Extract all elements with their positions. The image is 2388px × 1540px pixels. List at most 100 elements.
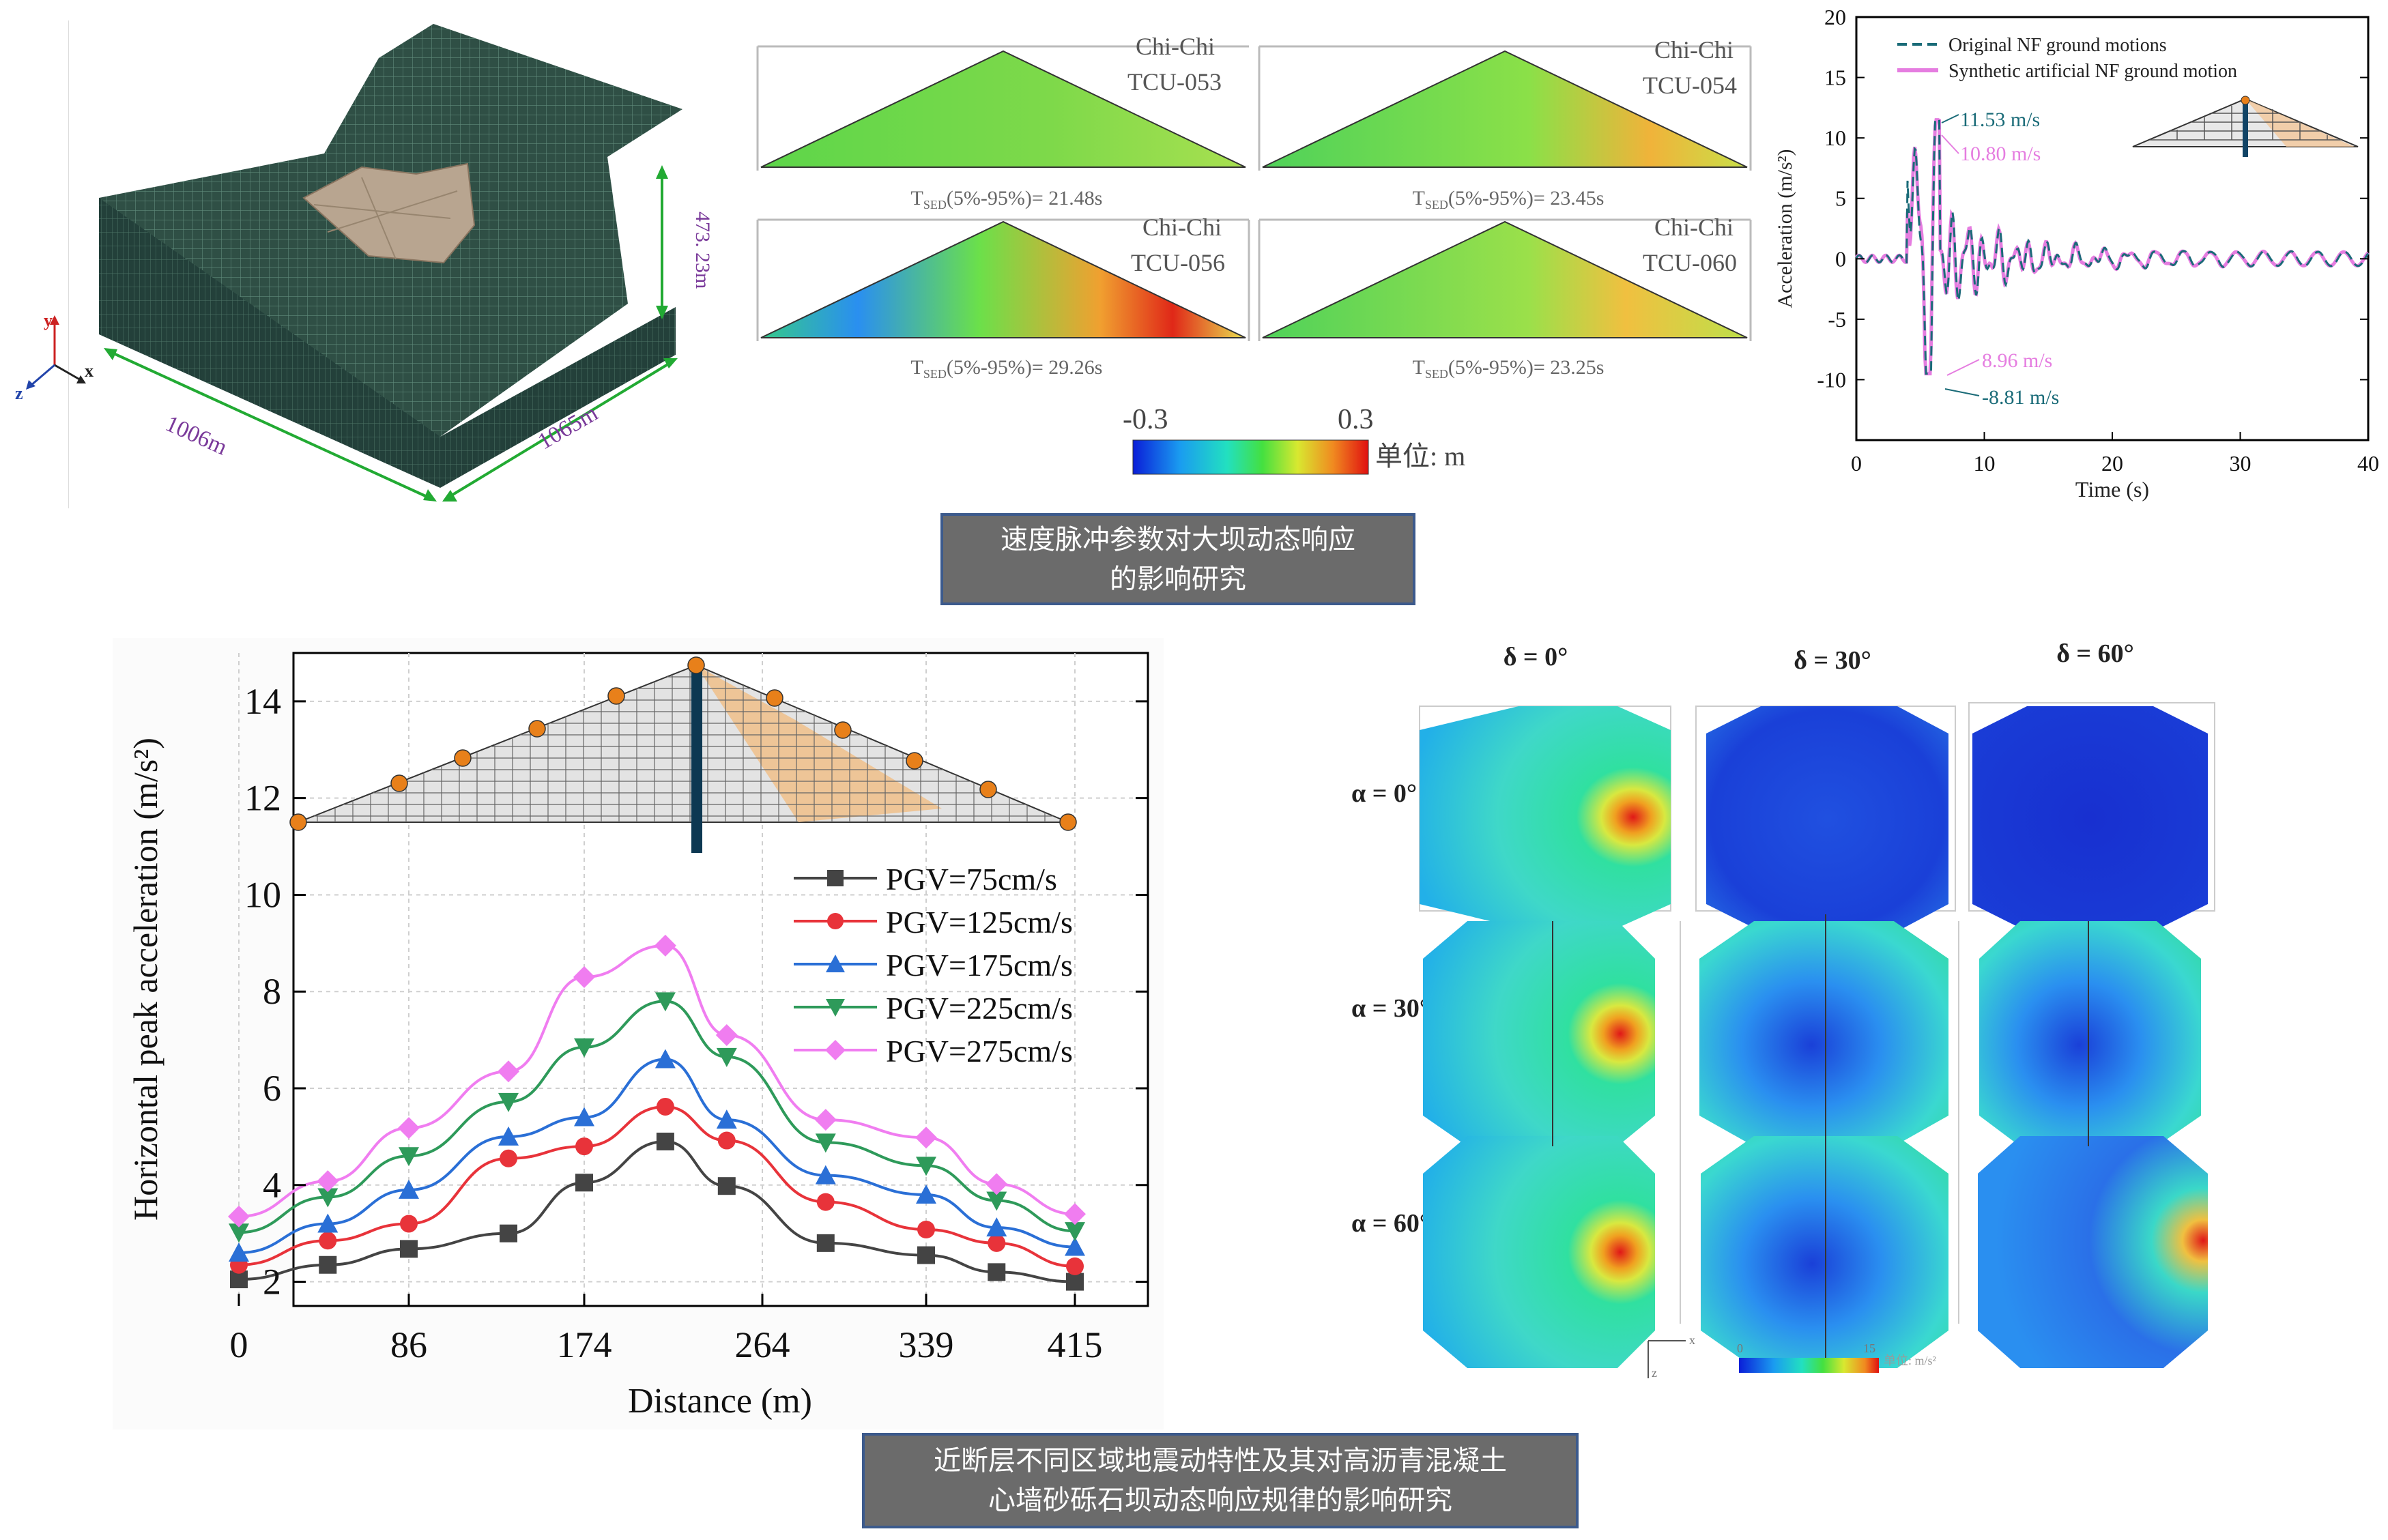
data-point [986, 1217, 1007, 1237]
accel-ylabel: Acceleration (m/s²) [1774, 149, 1796, 308]
station-label: Chi-Chi [1136, 33, 1215, 60]
station-label: TCU-060 [1643, 249, 1737, 276]
monitor-point [607, 687, 625, 705]
svg-text:x: x [1689, 1333, 1695, 1347]
accel-y-tick: 15 [1824, 66, 1846, 90]
heatmap-cell-a60-d60 [1978, 1136, 2208, 1368]
dam-contour-tcu056 [760, 220, 1246, 338]
ylabel: Horizontal peak acceleration (m/s²) [126, 738, 164, 1221]
data-point [826, 999, 845, 1017]
data-point [317, 1170, 339, 1193]
data-point [229, 1223, 249, 1243]
data-point [917, 1220, 935, 1238]
x-tick-label: 415 [1048, 1324, 1103, 1365]
data-point [654, 1049, 676, 1069]
col-header: δ = 0° [1504, 643, 1568, 671]
accel-time-history-panel: 20 15 10 5 0 -5 -10 0 10 20 30 40 Original NF groun… [1754, 0, 2388, 519]
left-dimension-arrow [109, 350, 431, 499]
tsed-label: TSED(5%-95%)= 21.48s [911, 187, 1103, 212]
data-point [654, 934, 676, 957]
data-point [574, 1107, 594, 1127]
x-tick-label: 0 [230, 1324, 248, 1365]
y-tick-label: 2 [263, 1262, 281, 1303]
mesh-side-face [440, 307, 676, 488]
station-label: Chi-Chi [1654, 214, 1734, 241]
contour-grid-panel: Chi-Chi TCU-053 Chi-Chi TCU-054 Chi-Chi … [751, 27, 1774, 478]
monitor-point [289, 813, 307, 831]
dam-contour-tcu054 [1262, 50, 1748, 168]
colorbar-unit: 单位: m [1375, 441, 1465, 471]
svg-text:z: z [1652, 1366, 1657, 1380]
data-point [400, 1240, 418, 1258]
heatmap-cell-a0-d60 [1972, 706, 2208, 931]
annot-trough-original: -8.81 m/s [1982, 386, 2059, 409]
data-point [575, 1137, 593, 1156]
heatmap-cell-a0-d30 [1706, 706, 1948, 931]
data-point [399, 1179, 419, 1199]
data-point [986, 1191, 1007, 1211]
data-point [228, 1205, 250, 1227]
fe-model-panel: 1006m 1065m 473. 23m y x z [15, 0, 723, 508]
monitor-point [766, 689, 783, 707]
data-point [916, 1184, 936, 1204]
monitor-point [979, 781, 997, 798]
data-point [498, 1060, 520, 1083]
data-point [229, 1243, 249, 1262]
data-point [656, 1097, 674, 1116]
y-tick-label: 14 [244, 681, 281, 722]
caption-top: 速度脉冲参数对大坝动态响应 的影响研究 [940, 513, 1415, 605]
tsed-label: TSED(5%-95%)= 29.26s [911, 356, 1103, 381]
x-tick-label: 264 [735, 1324, 790, 1365]
xlabel: Distance (m) [628, 1382, 812, 1421]
colorbar-min: -0.3 [1123, 404, 1168, 435]
accel-y-tick: -10 [1817, 367, 1846, 392]
monitor-point [687, 656, 705, 674]
accel-y-tick: 5 [1835, 186, 1846, 211]
svg-text:z: z [15, 383, 23, 403]
tsed-label: TSED(5%-95%)= 23.25s [1413, 356, 1605, 381]
data-point [319, 1255, 337, 1274]
accel-x-tick: 0 [1851, 451, 1862, 476]
row-header: α = 0° [1351, 779, 1417, 808]
data-point [1066, 1257, 1084, 1275]
data-point [573, 965, 595, 988]
data-point [827, 870, 844, 886]
data-point [575, 1174, 593, 1192]
station-label: Chi-Chi [1654, 36, 1734, 63]
data-point [716, 1109, 737, 1129]
data-point [319, 1232, 337, 1250]
data-point [827, 913, 844, 929]
data-point [715, 1024, 738, 1047]
legend-label: PGV=125cm/s [886, 905, 1073, 940]
accel-x-tick: 20 [2101, 451, 2123, 476]
legend-synthetic: Synthetic artificial NF ground motion [1948, 61, 2237, 82]
monitor-point [834, 721, 852, 739]
heatmap-colorbar-min: 0 [1737, 1341, 1743, 1355]
data-point [574, 1038, 594, 1058]
data-point [498, 1126, 519, 1146]
data-point [917, 1246, 935, 1264]
data-point [717, 1177, 736, 1195]
y-tick-label: 8 [263, 971, 281, 1012]
monitor-point [528, 720, 546, 738]
caption-top-line1: 速度脉冲参数对大坝动态响应 [1001, 523, 1355, 555]
accel-y-tick: 20 [1824, 5, 1846, 29]
right-dimension-arrow [446, 360, 674, 499]
caption-top-line2: 的影响研究 [1110, 563, 1246, 595]
data-point [1065, 1222, 1085, 1242]
data-point [986, 1173, 1008, 1195]
dim-height-label: 473. 23m [691, 212, 714, 289]
station-label: TCU-056 [1131, 249, 1225, 276]
data-point [988, 1263, 1006, 1281]
data-point [400, 1215, 418, 1233]
svg-text:y: y [44, 310, 53, 330]
heatmap-cell-a60-d0 [1423, 1136, 1655, 1368]
data-point [717, 1131, 736, 1150]
legend-label: PGV=275cm/s [886, 1034, 1073, 1069]
data-point [656, 1132, 674, 1150]
data-point [398, 1117, 420, 1139]
heatmap-grid-panel: δ = 0° δ = 30° δ = 60° α = 0° α = 30° α … [1283, 635, 2239, 1385]
col-header: δ = 30° [1794, 646, 1871, 675]
data-point [399, 1147, 419, 1167]
